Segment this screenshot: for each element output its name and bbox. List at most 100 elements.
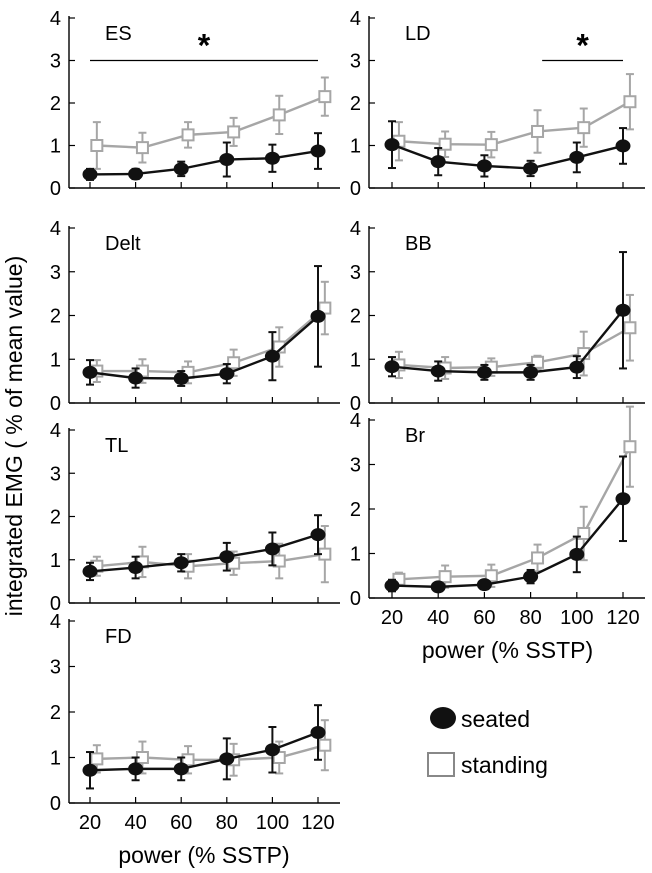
data-point — [569, 360, 585, 374]
legend-standing-marker — [427, 752, 455, 777]
x-tick-label: 120 — [606, 607, 639, 629]
series-line — [391, 143, 624, 170]
data-point — [484, 569, 498, 583]
panel-title: TL — [105, 435, 128, 457]
y-tick-label: 3 — [350, 51, 361, 73]
significance-marker: * — [576, 28, 589, 64]
panel-title: LD — [405, 23, 431, 45]
data-point — [615, 492, 631, 506]
y-tick-label: 1 — [350, 544, 361, 566]
data-point — [181, 753, 195, 767]
data-point — [264, 151, 280, 165]
panel-es: 0 1 2 3 4 ES * — [50, 8, 340, 200]
series-seated — [82, 704, 326, 790]
panel-title: Delt — [105, 233, 141, 255]
series-seated — [384, 455, 631, 594]
y-axis-label: integrated EMG ( % of mean value) — [1, 256, 27, 617]
data-point — [227, 125, 241, 139]
x-axis-label: power (% SSTP) — [422, 637, 593, 663]
panel-br: 0 1 2 3 4 20 40 60 80 100 120 power (% SSTP) Br — [350, 405, 645, 663]
x-tick-label: 60 — [170, 812, 192, 834]
y-tick-label: 4 — [50, 218, 61, 240]
y-tick-label: 2 — [50, 306, 61, 328]
y-tick-label: 1 — [350, 136, 361, 158]
data-point — [264, 542, 280, 556]
data-point — [310, 144, 326, 158]
data-point — [310, 309, 326, 323]
series-line — [391, 309, 624, 374]
panel-bb: 0 1 2 3 4 BB — [350, 218, 645, 415]
data-point — [227, 356, 241, 370]
x-tick-label: 120 — [301, 812, 334, 834]
series-line — [89, 533, 319, 573]
data-point — [577, 526, 591, 540]
data-point — [384, 579, 400, 593]
y-tick-label: 1 — [50, 349, 61, 371]
data-point — [531, 124, 545, 138]
x-tick-label: 100 — [560, 607, 593, 629]
y-tick-label: 3 — [50, 657, 61, 679]
legend-seated-marker — [430, 707, 456, 729]
series-seated — [384, 251, 631, 382]
series-line — [89, 731, 319, 772]
data-point — [531, 355, 545, 369]
y-tick-label: 0 — [50, 793, 61, 815]
data-point — [623, 321, 637, 335]
y-tick-label: 2 — [50, 507, 61, 529]
y-tick-label: 4 — [50, 420, 61, 442]
y-tick-label: 2 — [350, 499, 361, 521]
y-tick-label: 2 — [350, 93, 361, 115]
x-tick-label: 80 — [519, 607, 541, 629]
data-point — [430, 580, 446, 594]
x-tick-label: 100 — [256, 812, 289, 834]
series-line — [398, 446, 631, 581]
data-point — [82, 167, 98, 181]
x-tick-label: 80 — [216, 812, 238, 834]
panel-title: BB — [405, 233, 432, 255]
y-tick-label: 1 — [50, 136, 61, 158]
data-point — [90, 752, 104, 766]
y-tick-label: 0 — [50, 393, 61, 415]
data-point — [219, 153, 235, 167]
data-point — [615, 303, 631, 317]
data-point — [623, 95, 637, 109]
y-tick-label: 4 — [350, 410, 361, 432]
panel-ld: 0 1 2 3 4 LD * — [350, 8, 645, 200]
series-standing — [392, 73, 637, 162]
series-seated — [384, 120, 631, 178]
data-point — [310, 528, 326, 542]
data-point — [82, 763, 98, 777]
data-point — [128, 371, 144, 385]
data-point — [128, 561, 144, 575]
data-point — [523, 161, 539, 175]
data-point — [264, 743, 280, 757]
data-point — [219, 550, 235, 564]
series-line — [96, 744, 326, 761]
data-point — [569, 547, 585, 561]
y-tick-label: 2 — [50, 93, 61, 115]
data-point — [219, 752, 235, 766]
y-tick-label: 3 — [350, 262, 361, 284]
y-tick-label: 4 — [50, 8, 61, 30]
data-point — [173, 372, 189, 385]
data-point — [310, 725, 326, 739]
panel-delt: 0 1 2 3 4 Delt — [50, 218, 340, 415]
y-tick-label: 0 — [350, 393, 361, 415]
y-tick-label: 4 — [50, 611, 61, 633]
data-point — [264, 349, 280, 363]
data-point — [173, 162, 189, 176]
x-axis-label: power (% SSTP) — [118, 842, 289, 868]
x-tick-label: 20 — [79, 812, 101, 834]
data-point — [615, 139, 631, 153]
data-point — [318, 301, 332, 315]
series-seated — [82, 514, 326, 582]
series-line — [89, 315, 319, 380]
data-point — [430, 155, 446, 169]
y-tick-label: 2 — [350, 306, 361, 328]
data-point — [577, 121, 591, 135]
data-point — [82, 564, 98, 578]
panel-tl: 0 1 2 3 4 TL — [50, 420, 340, 615]
series-standing — [392, 405, 637, 589]
